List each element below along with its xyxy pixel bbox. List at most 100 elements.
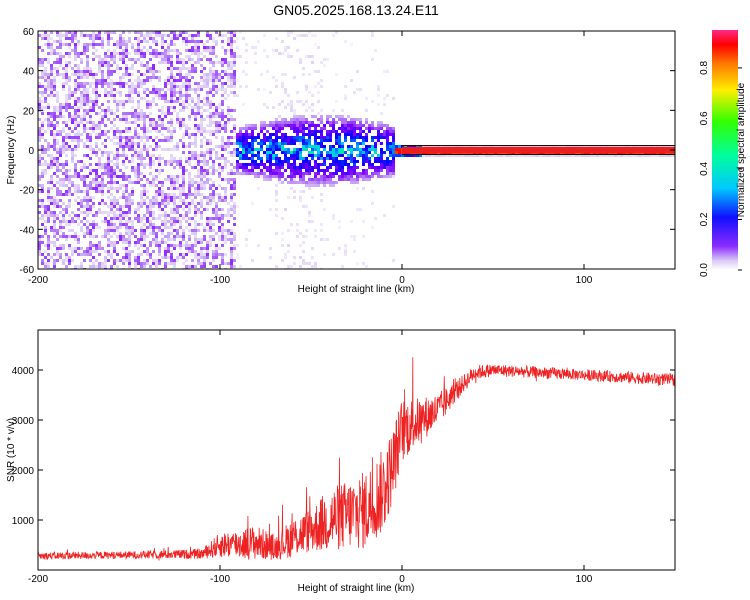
heatmap-cell [356, 160, 359, 163]
heatmap-cell [56, 52, 59, 55]
heatmap-cell [236, 163, 239, 166]
heatmap-cell [572, 154, 575, 157]
heatmap-cell [146, 64, 149, 67]
heatmap-cell [230, 85, 233, 88]
heatmap-cell [392, 154, 395, 157]
heatmap-cell [77, 184, 80, 187]
heatmap-cell [164, 196, 167, 199]
heatmap-cell [62, 226, 65, 229]
heatmap-cell [134, 169, 137, 172]
heatmap-cell [176, 145, 179, 148]
heatmap-cell [134, 61, 137, 64]
heatmap-cell [353, 130, 356, 133]
heatmap-cell [191, 229, 194, 232]
heatmap-cell [494, 154, 497, 157]
heatmap-cell [119, 205, 122, 208]
heatmap-cell [275, 232, 278, 235]
heatmap-cell [353, 169, 356, 172]
heatmap-cell [74, 127, 77, 130]
heatmap-cell [161, 256, 164, 259]
heatmap-cell [158, 31, 161, 34]
heatmap-cell [74, 115, 77, 118]
heatmap-cell [104, 31, 107, 34]
heatmap-cell [74, 100, 77, 103]
heatmap-cell [107, 175, 110, 178]
heatmap-cell [116, 199, 119, 202]
heatmap-cell [377, 124, 380, 127]
heatmap-cell [248, 127, 251, 130]
heatmap-cell [293, 37, 296, 40]
heatmap-cell [326, 115, 329, 118]
heatmap-cell [56, 142, 59, 145]
heatmap-cell [125, 121, 128, 124]
heatmap-cell [218, 61, 221, 64]
heatmap-cell [233, 202, 236, 205]
heatmap-cell [74, 58, 77, 61]
heatmap-cell [194, 265, 197, 268]
heatmap-cell [320, 199, 323, 202]
heatmap-cell [362, 157, 365, 160]
heatmap-cell [50, 214, 53, 217]
heatmap-cell [275, 136, 278, 139]
heatmap-cell [368, 157, 371, 160]
heatmap-cell [194, 112, 197, 115]
heatmap-cell [200, 166, 203, 169]
heatmap-cell [158, 250, 161, 253]
heatmap-cell [299, 130, 302, 133]
heatmap-cell [173, 100, 176, 103]
heatmap-cell [89, 232, 92, 235]
heatmap-cell [53, 139, 56, 142]
heatmap-cell [71, 121, 74, 124]
heatmap-cell [311, 178, 314, 181]
heatmap-cell [125, 154, 128, 157]
heatmap-cell [434, 145, 437, 148]
heatmap-cell [47, 73, 50, 76]
heatmap-cell [146, 196, 149, 199]
heatmap-cell [167, 82, 170, 85]
heatmap-cell [107, 94, 110, 97]
heatmap-cell [161, 127, 164, 130]
heatmap-cell [158, 79, 161, 82]
heatmap-cell [596, 154, 599, 157]
heatmap-cell [41, 34, 44, 37]
heatmap-cell [89, 208, 92, 211]
heatmap-cell [299, 175, 302, 178]
heatmap-cell [119, 235, 122, 238]
heatmap-cell [86, 199, 89, 202]
heatmap-cell [149, 241, 152, 244]
heatmap-cell [323, 64, 326, 67]
heatmap-cell [74, 187, 77, 190]
heatmap-cell [275, 172, 278, 175]
heatmap-cell [350, 43, 353, 46]
heatmap-cell [311, 109, 314, 112]
heatmap-cell [125, 49, 128, 52]
heatmap-cell [221, 127, 224, 130]
heatmap-cell [131, 88, 134, 91]
heatmap-cell [527, 145, 530, 148]
heatmap-cell [551, 145, 554, 148]
heatmap-cell [338, 136, 341, 139]
heatmap-cell [125, 70, 128, 73]
heatmap-cell [59, 154, 62, 157]
heatmap-cell [113, 181, 116, 184]
heatmap-cell [128, 127, 131, 130]
heatmap-cell [170, 112, 173, 115]
heatmap-cell [74, 88, 77, 91]
heatmap-cell [134, 217, 137, 220]
heatmap-cell [269, 169, 272, 172]
heatmap-cell [296, 154, 299, 157]
heatmap-cell [146, 220, 149, 223]
heatmap-cell [191, 58, 194, 61]
heatmap-cell [206, 169, 209, 172]
heatmap-cell [191, 106, 194, 109]
heatmap-cell [83, 34, 86, 37]
heatmap-cell [203, 79, 206, 82]
heatmap-cell [344, 247, 347, 250]
heatmap-cell [65, 256, 68, 259]
heatmap-cell [242, 163, 245, 166]
heatmap-cell [203, 103, 206, 106]
heatmap-cell [104, 232, 107, 235]
heatmap-cell [458, 154, 461, 157]
heatmap-cell [119, 226, 122, 229]
heatmap-cell [335, 163, 338, 166]
